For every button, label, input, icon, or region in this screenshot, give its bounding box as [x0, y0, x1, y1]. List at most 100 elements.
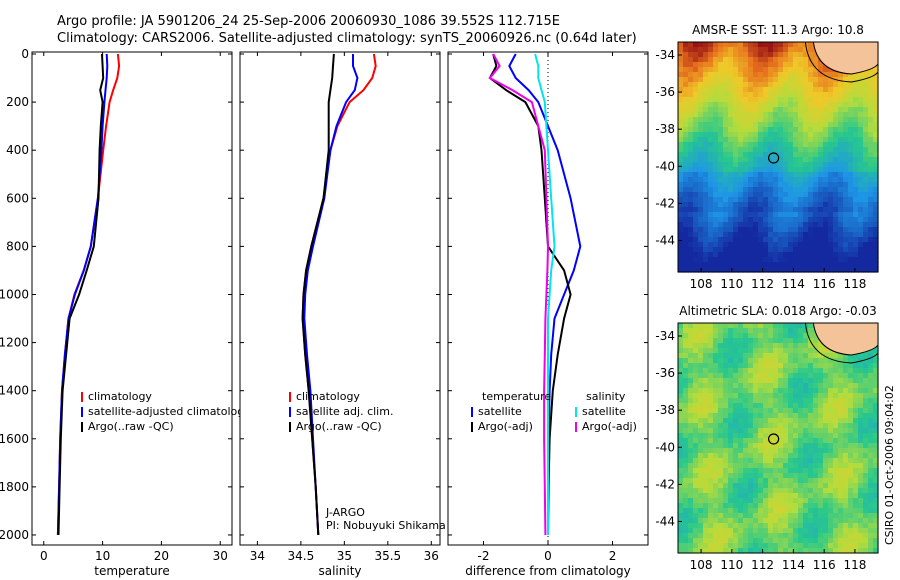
- field-cell: [678, 107, 684, 113]
- field-cell: [738, 117, 744, 123]
- field-cell: [703, 132, 709, 138]
- field-cell: [783, 543, 789, 549]
- field-cell: [688, 122, 694, 128]
- field-cell: [868, 543, 874, 549]
- field-cell: [848, 177, 854, 183]
- field-cell: [718, 368, 724, 374]
- field-cell: [818, 393, 824, 399]
- field-cell: [798, 483, 804, 489]
- field-cell: [798, 438, 804, 444]
- field-cell: [768, 247, 774, 253]
- field-cell: [793, 338, 799, 344]
- field-cell: [703, 463, 709, 469]
- field-cell: [843, 197, 849, 203]
- field-cell: [823, 142, 829, 148]
- field-cell: [733, 92, 739, 98]
- field-cell: [778, 162, 784, 168]
- field-cell: [783, 107, 789, 113]
- field-cell: [728, 132, 734, 138]
- field-cell: [833, 458, 839, 464]
- field-cell: [828, 247, 834, 253]
- field-cell: [693, 413, 699, 419]
- field-cell: [763, 498, 769, 504]
- field-cell: [843, 448, 849, 454]
- field-cell: [718, 137, 724, 143]
- field-cell: [743, 378, 749, 384]
- field-cell: [798, 383, 804, 389]
- field-cell: [678, 262, 684, 268]
- field-cell: [788, 177, 794, 183]
- field-cell: [683, 488, 689, 494]
- field-cell: [758, 47, 764, 53]
- field-cell: [808, 423, 814, 429]
- field-cell: [813, 503, 819, 509]
- field-cell: [743, 438, 749, 444]
- field-cell: [838, 438, 844, 444]
- field-cell: [768, 167, 774, 173]
- field-cell: [758, 483, 764, 489]
- field-cell: [753, 363, 759, 369]
- field-cell: [688, 518, 694, 524]
- field-cell: [683, 157, 689, 163]
- field-cell: [708, 413, 714, 419]
- field-cell: [748, 538, 754, 544]
- field-cell: [783, 122, 789, 128]
- field-cell: [713, 47, 719, 53]
- field-cell: [678, 237, 684, 243]
- field-cell: [763, 52, 769, 58]
- field-cell: [713, 267, 719, 273]
- y-tick-label: -36: [655, 85, 675, 99]
- field-cell: [728, 523, 734, 529]
- field-cell: [688, 232, 694, 238]
- field-cell: [798, 328, 804, 334]
- field-cell: [838, 197, 844, 203]
- field-cell: [773, 127, 779, 133]
- field-cell: [788, 62, 794, 68]
- field-cell: [853, 197, 859, 203]
- field-cell: [723, 147, 729, 153]
- field-cell: [848, 388, 854, 394]
- field-cell: [863, 433, 869, 439]
- field-cell: [853, 378, 859, 384]
- field-cell: [853, 443, 859, 449]
- field-cell: [783, 262, 789, 268]
- field-cell: [738, 363, 744, 369]
- field-cell: [778, 438, 784, 444]
- field-cell: [693, 42, 699, 48]
- field-cell: [813, 428, 819, 434]
- field-cell: [773, 197, 779, 203]
- field-cell: [768, 338, 774, 344]
- field-cell: [703, 368, 709, 374]
- field-cell: [738, 503, 744, 509]
- field-cell: [763, 47, 769, 53]
- field-cell: [753, 217, 759, 223]
- field-cell: [848, 458, 854, 464]
- field-cell: [678, 212, 684, 218]
- field-cell: [683, 52, 689, 58]
- field-cell: [868, 418, 874, 424]
- field-cell: [858, 498, 864, 504]
- field-cell: [768, 212, 774, 218]
- field-cell: [688, 363, 694, 369]
- field-cell: [798, 87, 804, 93]
- field-cell: [828, 227, 834, 233]
- field-cell: [818, 388, 824, 394]
- field-cell: [693, 338, 699, 344]
- field-cell: [758, 518, 764, 524]
- field-cell: [868, 172, 874, 178]
- field-cell: [698, 388, 704, 394]
- field-cell: [808, 373, 814, 379]
- field-cell: [788, 518, 794, 524]
- field-cell: [798, 162, 804, 168]
- field-cell: [733, 428, 739, 434]
- field-cell: [828, 162, 834, 168]
- field-cell: [698, 448, 704, 454]
- field-cell: [833, 72, 839, 78]
- field-cell: [828, 428, 834, 434]
- field-cell: [723, 428, 729, 434]
- field-cell: [813, 353, 819, 359]
- field-cell: [708, 112, 714, 118]
- field-cell: [713, 493, 719, 499]
- field-cell: [688, 187, 694, 193]
- field-cell: [793, 102, 799, 108]
